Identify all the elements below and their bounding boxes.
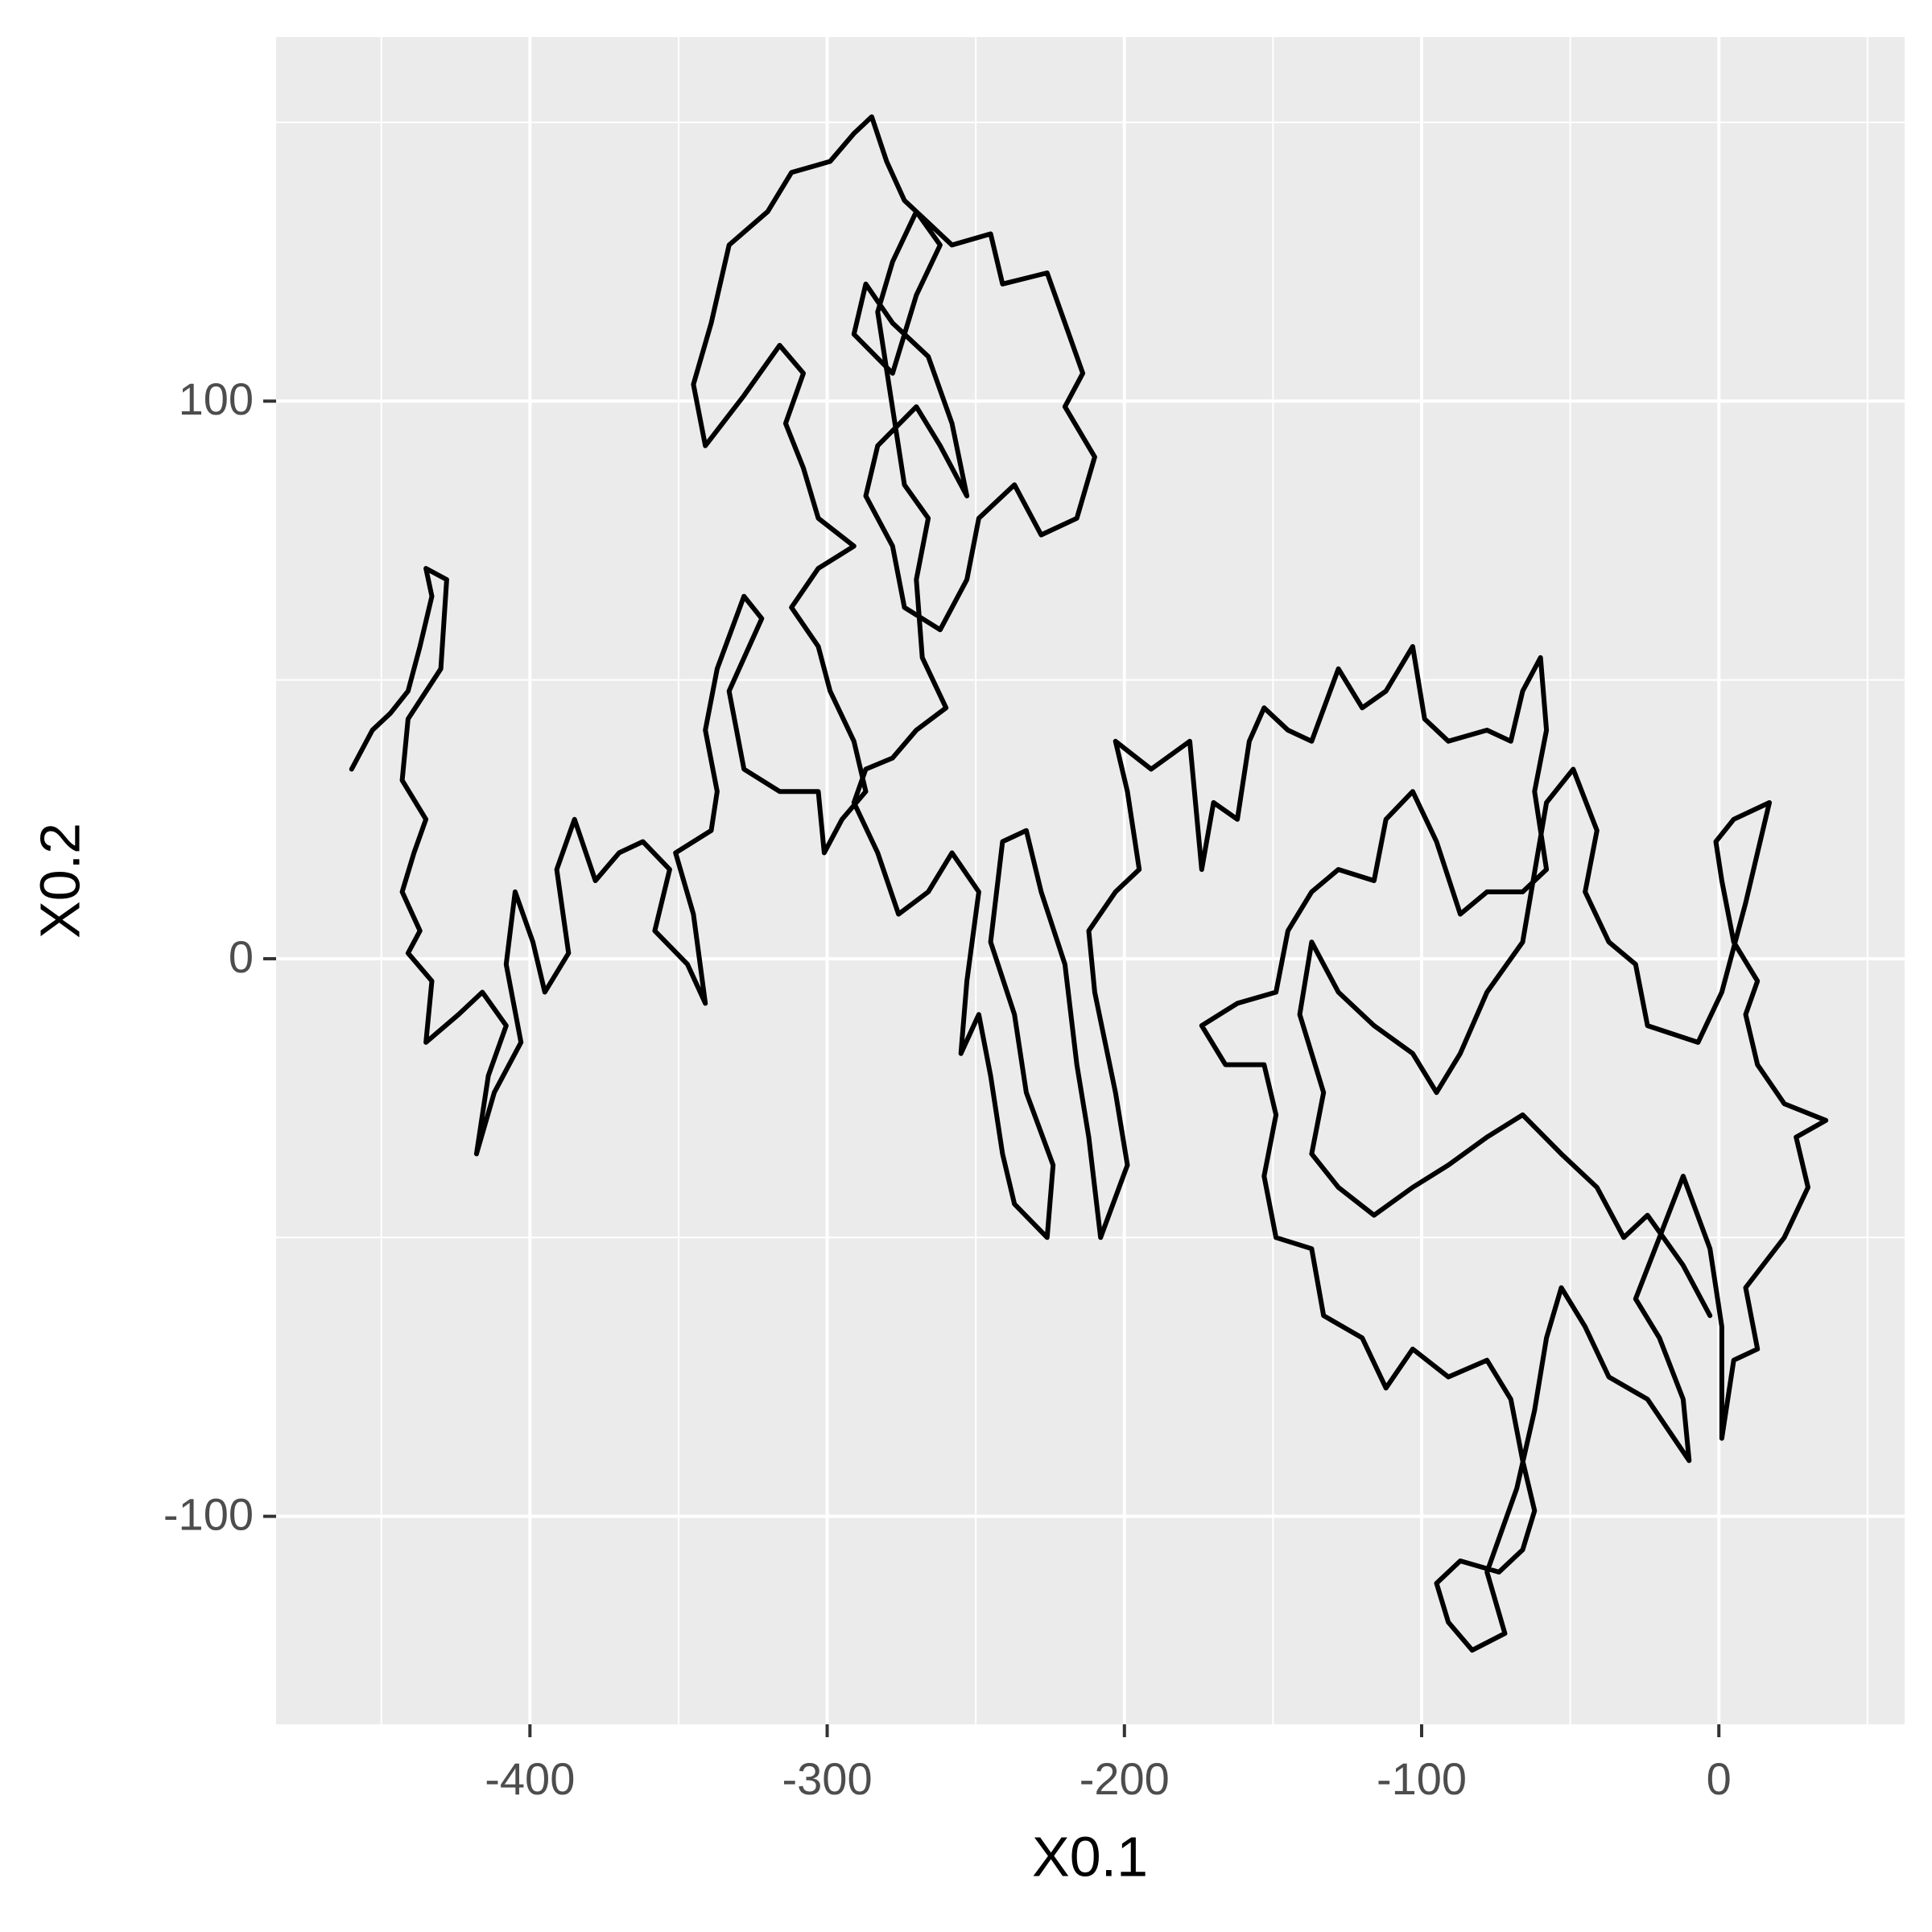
- y-tick-label: 100: [179, 374, 254, 424]
- x-tick-label: 0: [1707, 1753, 1732, 1804]
- x-axis-title: X0.1: [1032, 1825, 1148, 1888]
- x-tick-label: -100: [1377, 1753, 1467, 1804]
- x-tick-label: -300: [782, 1753, 873, 1804]
- data-line: [349, 114, 1829, 1653]
- y-axis-title: X0.2: [28, 823, 91, 939]
- x-tick-label: -400: [485, 1753, 575, 1804]
- y-tick-label: -100: [163, 1488, 254, 1539]
- x-tick-label: -200: [1080, 1753, 1170, 1804]
- plot-panel: [276, 37, 1905, 1724]
- y-tick-label: 0: [229, 931, 254, 982]
